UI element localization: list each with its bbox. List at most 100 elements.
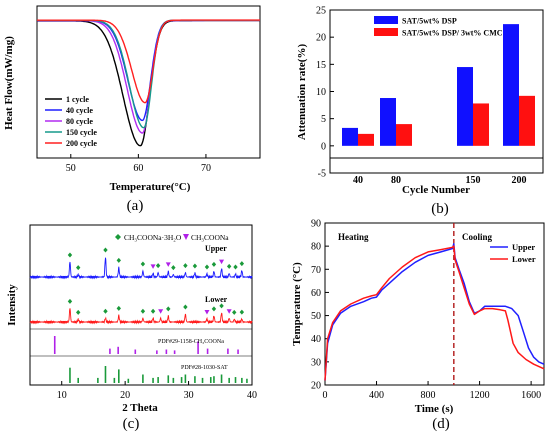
x-tick-label: 40 xyxy=(353,175,363,186)
bar-40-1 xyxy=(358,133,374,146)
bar-150-1 xyxy=(473,103,489,146)
panel-c-legend-sat: CH₃COONa·3H₂O xyxy=(124,233,182,242)
x-tick-label: 150 xyxy=(466,175,481,186)
panel-d-curves xyxy=(324,243,545,381)
sat-peak-marker xyxy=(171,265,176,271)
legend-label: 200 cycle xyxy=(66,139,97,148)
panel-d-x-axis-label: Time (s) xyxy=(415,403,454,415)
x-tick-label: 1200 xyxy=(470,390,490,401)
sat-peak-marker xyxy=(204,264,210,270)
x-tick-label: 200 xyxy=(512,175,527,186)
anhydrous-peak-marker xyxy=(219,259,225,265)
bar-150-0 xyxy=(457,67,473,146)
panel-d-label-cooling: Cooling xyxy=(462,232,493,242)
legend-label: 40 cycle xyxy=(66,106,93,115)
panel-b-caption: (b) xyxy=(431,201,449,217)
temperature-curve-upper xyxy=(324,243,545,381)
panel-c-x-axis-label: 2 Theta xyxy=(122,402,158,414)
y-tick-label: 15 xyxy=(316,60,326,71)
sat-peak-marker xyxy=(76,309,81,315)
panel-c: 10 20 30 40 2 Theta Intensity CH₃COONa·3H₂O… xyxy=(6,224,257,432)
y-tick-label: 60 xyxy=(311,288,321,299)
green-diamond-marker xyxy=(115,234,121,240)
panel-a: 50 60 70 Temperature(°C) Heat Flow(mW/mg) … xyxy=(3,5,261,214)
panel-c-legend-anhydrous: CH₃COONa xyxy=(191,233,229,242)
x-tick-label: 0 xyxy=(323,390,328,401)
sat-peak-marker xyxy=(239,261,245,267)
x-tick-label: 800 xyxy=(421,390,436,401)
bar-80-0 xyxy=(380,98,396,146)
x-tick-label: 50 xyxy=(66,163,76,174)
panel-d-frame xyxy=(324,222,545,386)
panel-c-label-ref-anhydrous: PDF#29-1158-CH₃COONa xyxy=(158,339,224,345)
sat-peak-marker xyxy=(211,306,217,312)
anhydrous-peak-marker xyxy=(226,309,232,314)
y-tick-label: 70 xyxy=(311,265,321,276)
bar-200-0 xyxy=(503,24,519,146)
sat-peak-marker xyxy=(76,265,81,271)
sat-peak-marker xyxy=(183,263,188,269)
anhydrous-peak-marker xyxy=(204,309,210,315)
anhydrous-peak-marker xyxy=(150,264,156,269)
sat-peak-marker xyxy=(67,252,73,258)
panel-b-y-axis-label: Attenuation rate(%) xyxy=(296,44,308,141)
panel-d-caption: (d) xyxy=(432,416,450,432)
panel-c-legend: CH₃COONa·3H₂O CH₃COONa xyxy=(115,233,229,242)
panel-a-x-axis-label: Temperature(°C) xyxy=(110,181,191,193)
bar-80-1 xyxy=(396,124,412,146)
panel-d-label-heating: Heating xyxy=(338,232,369,242)
y-tick-label: 5 xyxy=(321,114,326,125)
dsc-curve-4 xyxy=(37,19,260,104)
y-tick-label: 0 xyxy=(321,141,326,152)
sat-peak-marker xyxy=(103,247,108,253)
y-tick-label: 30 xyxy=(311,357,321,368)
sat-peak-marker xyxy=(239,309,245,315)
panel-d-x-ticks: 0 400 800 1200 1600 xyxy=(323,381,541,401)
panel-c-frame xyxy=(29,224,253,386)
sat-peak-marker xyxy=(232,309,237,315)
legend-swatch xyxy=(374,16,398,24)
x-tick-label: 70 xyxy=(201,163,211,174)
panel-b-legend: SAT/5wt% DSP SAT/5wt% DSP/ 3wt% CMC xyxy=(374,16,503,38)
sat-peak-marker xyxy=(183,304,188,310)
legend-label: Upper xyxy=(512,242,535,252)
y-tick-label: 40 xyxy=(311,334,321,345)
sat-peak-marker xyxy=(116,257,121,263)
anhydrous-peak-marker xyxy=(165,262,171,267)
sat-peak-marker xyxy=(67,298,73,304)
x-tick-label: 20 xyxy=(120,390,130,401)
legend-swatch xyxy=(374,28,398,36)
sat-peak-marker xyxy=(211,261,217,267)
x-tick-label: 1600 xyxy=(521,390,541,401)
anhydrous-peak-marker xyxy=(158,309,164,314)
y-tick-label: 80 xyxy=(311,242,321,253)
sat-peak-marker xyxy=(155,263,161,269)
sat-peak-marker xyxy=(226,263,232,269)
panel-c-label-ref-sat: PDF#28-1030-SAT xyxy=(181,365,228,371)
legend-label: Lower xyxy=(512,254,536,264)
temperature-curve-lower xyxy=(324,245,545,381)
panel-d: 20 30 40 50 60 70 80 90 0 400 800 1200 1600 Heating… xyxy=(291,219,545,432)
panel-a-legend: 1 cycle 40 cycle 80 cycle 150 cycle 200 cycl… xyxy=(45,95,97,148)
panel-c-y-axis-label: Intensity xyxy=(6,284,18,326)
sat-peak-marker xyxy=(233,264,238,270)
panel-b-x-ticks: 40 80 150 200 xyxy=(353,175,527,186)
sat-peak-marker xyxy=(140,308,146,314)
x-tick-label: 400 xyxy=(369,390,384,401)
sat-peak-marker xyxy=(140,261,146,267)
panel-a-caption: (a) xyxy=(127,198,144,214)
bar-40-0 xyxy=(342,127,358,146)
y-tick-label: 10 xyxy=(316,87,326,98)
panel-c-label-lower: Lower xyxy=(205,295,228,304)
sat-peak-marker xyxy=(103,308,108,314)
y-tick-label: 50 xyxy=(311,311,321,322)
sat-peak-marker xyxy=(192,263,198,269)
panel-d-y-ticks: 20 30 40 50 60 70 80 90 xyxy=(311,219,329,392)
y-tick-label: 25 xyxy=(316,6,326,17)
panel-b-y-ticks: -5 0 5 10 15 20 25 xyxy=(316,6,334,180)
panel-c-caption: (c) xyxy=(123,416,140,432)
panel-b: -5 0 5 10 15 20 25 40 80 150 200 Cycle Number Att… xyxy=(296,6,544,217)
panel-c-x-ticks: 10 20 30 40 xyxy=(57,381,257,401)
x-tick-label: 30 xyxy=(184,390,194,401)
